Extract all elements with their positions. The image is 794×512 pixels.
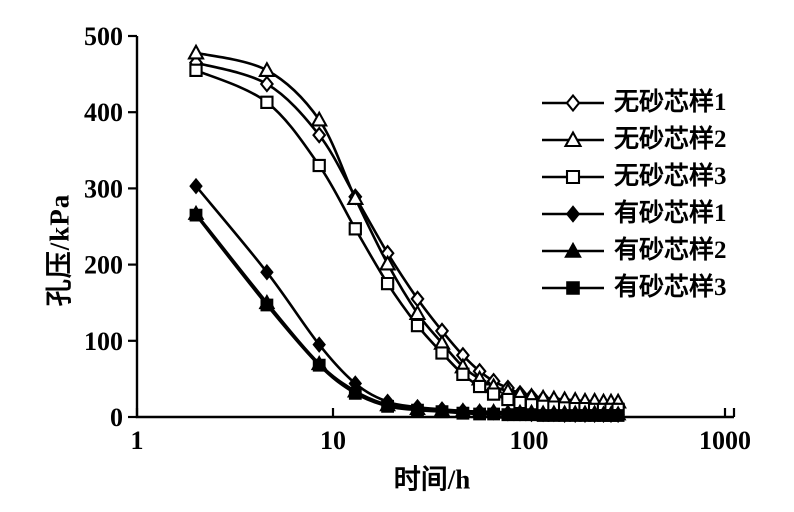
square-marker <box>501 408 515 422</box>
x-tick-label: 1 <box>131 426 144 455</box>
x-axis-title: 时间/h <box>393 464 471 495</box>
square-marker <box>487 407 501 421</box>
square-marker <box>456 367 470 381</box>
square-marker <box>410 318 425 333</box>
legend: 无砂芯样1 无砂芯样2 无砂芯样3 有砂芯样1 有砂芯样2 有砂芯样3 <box>541 84 727 306</box>
open-triangle-marker-icon <box>541 127 605 153</box>
solid-square-marker-icon <box>541 275 605 301</box>
triangle-marker <box>187 43 205 60</box>
square-marker <box>260 298 274 312</box>
square-marker <box>536 409 550 422</box>
legend-icon-svg <box>542 280 604 295</box>
square-marker <box>381 399 395 413</box>
y-tick-label: 200 <box>84 251 123 280</box>
square-marker <box>456 406 470 420</box>
square-marker <box>435 405 449 419</box>
square-marker <box>348 386 362 400</box>
square-marker <box>189 63 203 77</box>
legend-item-label: 有砂芯样1 <box>614 200 727 227</box>
legend-icon-svg <box>542 204 604 223</box>
triangle-marker <box>346 189 365 205</box>
x-tick-label: 1000 <box>699 426 751 455</box>
square-marker <box>558 409 571 422</box>
legend-item: 有砂芯样3 <box>541 269 727 306</box>
legend-item: 无砂芯样1 <box>541 84 727 121</box>
diamond-marker <box>189 177 203 195</box>
y-tick-label: 500 <box>84 22 123 51</box>
open-square-marker-icon <box>541 164 605 190</box>
legend-icon-svg <box>542 241 604 258</box>
axis-tick-labels: 0 100 200 300 400 500 1 10 100 1000 <box>84 22 751 455</box>
legend-icon-svg <box>542 93 604 112</box>
square-marker <box>547 409 561 422</box>
x-tick-label: 10 <box>320 426 346 455</box>
series-markers-5 <box>189 208 625 422</box>
legend-item-label: 有砂芯样3 <box>614 274 727 301</box>
legend-icon-svg <box>542 169 604 184</box>
square-marker <box>435 346 449 360</box>
square-marker <box>260 95 274 109</box>
square-marker <box>525 408 538 422</box>
y-axis-title: 孔压/kPa <box>44 193 75 307</box>
square-marker <box>380 276 395 291</box>
triangle-marker <box>310 110 328 127</box>
square-marker <box>189 208 203 222</box>
y-tick-label: 100 <box>84 327 123 356</box>
square-marker <box>312 358 326 372</box>
square-marker <box>472 379 487 394</box>
legend-item-label: 有砂芯样2 <box>614 237 727 264</box>
legend-item: 无砂芯样2 <box>541 121 727 158</box>
diamond-marker <box>312 336 326 353</box>
square-marker <box>348 222 362 236</box>
legend-item: 有砂芯样2 <box>541 232 727 269</box>
triangle-marker <box>378 254 397 271</box>
y-tick-label: 0 <box>110 403 123 432</box>
diamond-marker <box>260 263 274 281</box>
diamond-marker <box>259 75 274 93</box>
square-marker <box>473 407 487 421</box>
y-tick-label: 400 <box>84 98 123 127</box>
open-diamond-marker-icon <box>541 90 605 116</box>
legend-item-label: 无砂芯样1 <box>614 89 727 116</box>
legend-item-label: 无砂芯样3 <box>614 163 727 190</box>
square-marker <box>312 158 326 173</box>
square-marker <box>411 403 424 417</box>
solid-triangle-marker-icon <box>541 238 605 264</box>
triangle-marker <box>258 61 276 77</box>
legend-item-label: 无砂芯样2 <box>614 126 727 153</box>
diamond-marker <box>312 126 327 144</box>
legend-item: 无砂芯样3 <box>541 158 727 195</box>
x-tick-label: 100 <box>510 426 549 455</box>
legend-item: 有砂芯样1 <box>541 195 727 232</box>
square-marker <box>513 408 527 422</box>
y-tick-label: 300 <box>84 174 123 203</box>
legend-icon-svg <box>542 129 604 147</box>
solid-diamond-marker-icon <box>541 201 605 227</box>
square-marker <box>611 409 625 422</box>
square-marker <box>486 387 501 401</box>
square-marker <box>501 392 515 407</box>
